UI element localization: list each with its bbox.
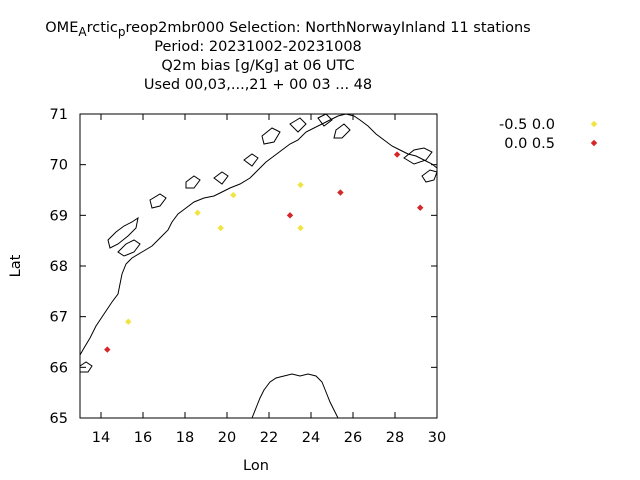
- x-axis-label: Lon: [243, 458, 269, 474]
- title-line-1: OMEArcticpreop2mbr000 Selection: NorthNo…: [45, 20, 530, 39]
- data-point-series-1: [217, 224, 224, 232]
- x-tick-label: 26: [344, 430, 362, 446]
- y-axis: 65 66 67 68 69 70 71: [50, 107, 437, 427]
- x-axis: 14 16 18 20 22 24 26 28 30: [92, 114, 446, 446]
- x-tick-label: 30: [428, 430, 446, 446]
- title-part-1: OME: [45, 20, 78, 36]
- data-point-series-1: [297, 181, 304, 189]
- title-part-2: A: [78, 25, 87, 39]
- title-part-5: reop2mbr000 Selection: NorthNorwayInland…: [126, 20, 531, 36]
- y-tick-label: 71: [50, 107, 68, 123]
- y-tick-label: 67: [50, 310, 68, 326]
- y-tick-label: 66: [50, 360, 68, 376]
- title-line-4: Used 00,03,...,21 + 00 03 ... 48: [144, 77, 372, 93]
- y-tick-label: 68: [50, 259, 68, 275]
- legend: -0.5 0.0 0.0 0.5: [499, 117, 598, 152]
- data-point-series-2: [417, 204, 424, 211]
- x-tick-label: 14: [92, 430, 110, 446]
- y-axis-label: Lat: [8, 254, 24, 277]
- title-part-3: rctic: [87, 20, 118, 36]
- data-point-series-2: [286, 212, 294, 219]
- data-point-series-2: [104, 346, 111, 353]
- title-line-3: Q2m bias [g/Kg] at 06 UTC: [161, 58, 354, 74]
- data-point-series-1: [194, 209, 201, 216]
- y-tick-label: 65: [50, 411, 68, 427]
- coastline-map: [79, 113, 438, 419]
- data-points: [104, 151, 424, 353]
- x-tick-label: 28: [386, 430, 404, 446]
- x-tick-label: 20: [218, 430, 236, 446]
- title-line-2: Period: 20231002-20231008: [154, 39, 362, 55]
- legend-label-2: 0.0 0.5: [504, 136, 555, 152]
- data-point-series-2: [337, 189, 344, 196]
- y-tick-label: 69: [50, 208, 68, 224]
- plot-frame: [79, 113, 438, 419]
- y-tick-label: 70: [50, 158, 68, 174]
- legend-label-1: -0.5 0.0: [499, 117, 555, 133]
- title-part-4: p: [118, 25, 126, 39]
- legend-marker-1: [590, 120, 598, 128]
- x-tick-label: 18: [176, 430, 194, 446]
- data-point-series-1: [125, 318, 132, 325]
- x-tick-label: 16: [134, 430, 152, 446]
- x-tick-label: 22: [260, 430, 278, 446]
- data-point-series-2: [393, 151, 401, 158]
- data-point-series-1: [297, 224, 304, 232]
- data-point-series-1: [230, 191, 237, 199]
- x-tick-label: 24: [302, 430, 320, 446]
- legend-marker-2: [590, 139, 598, 147]
